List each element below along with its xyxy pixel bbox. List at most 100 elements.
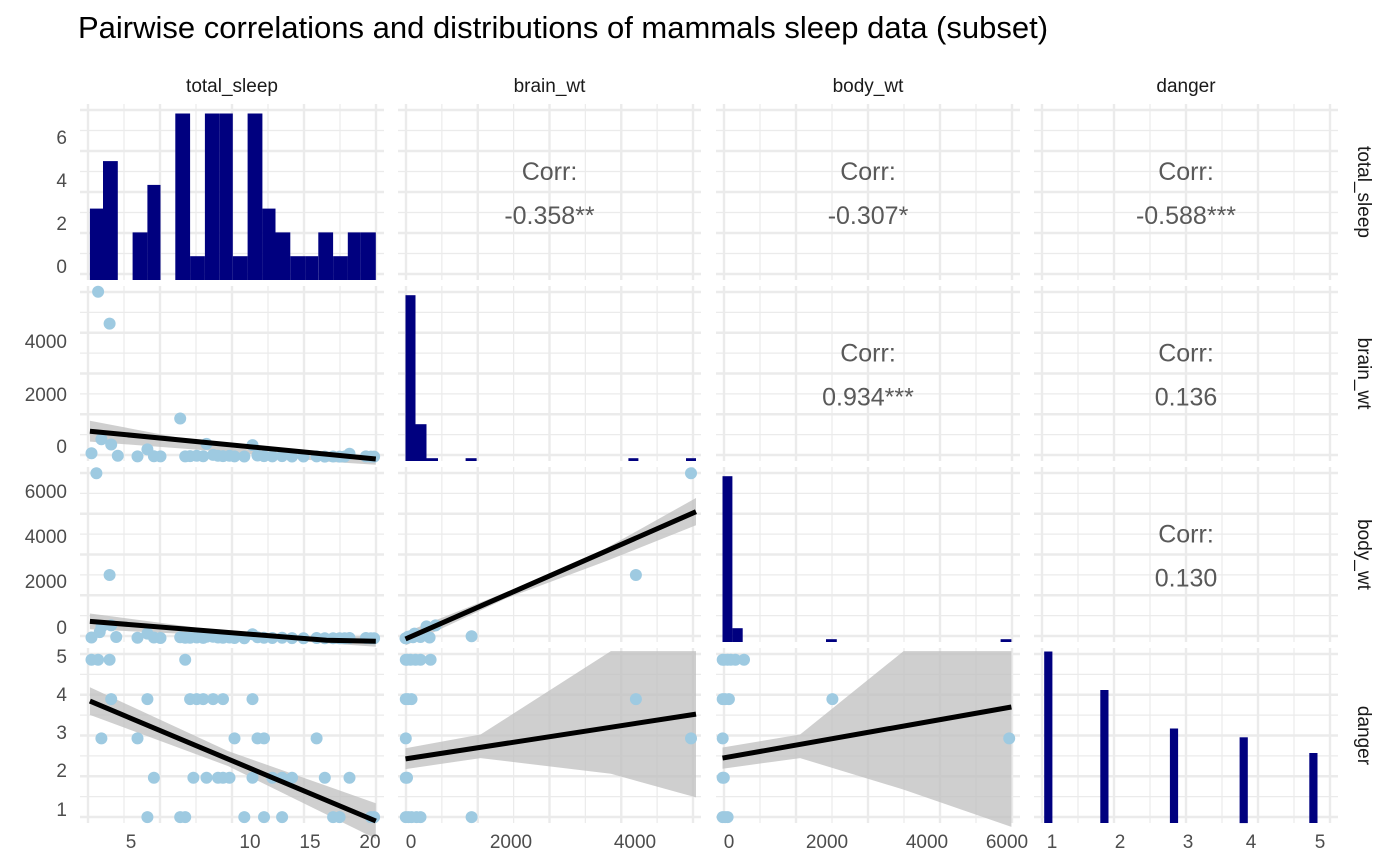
panel-grid-2-1 xyxy=(398,467,701,642)
panel-grid-1-3 xyxy=(1034,286,1338,461)
strip-right-danger: danger xyxy=(1353,706,1374,766)
data-point xyxy=(826,693,839,706)
data-point xyxy=(131,732,144,745)
data-point xyxy=(405,693,418,706)
panel-grid-1-1 xyxy=(398,286,701,461)
data-point xyxy=(179,811,192,824)
data-point xyxy=(685,467,697,480)
panel-grid-0-3 xyxy=(1034,104,1338,280)
data-point xyxy=(105,438,118,451)
data-point xyxy=(465,630,478,643)
data-point xyxy=(238,811,251,824)
x-tick-danger: 2 xyxy=(1115,832,1126,853)
histogram-total_sleep xyxy=(89,113,376,280)
histogram-bar xyxy=(1044,651,1053,823)
panel-grid-0-2 xyxy=(716,104,1020,280)
y-tick-brain_wt: 0 xyxy=(56,437,67,458)
confidence-band xyxy=(405,651,696,798)
corr-label-total_sleep-brain_wt: Corr: xyxy=(522,158,578,186)
y-tick-body_wt: 4000 xyxy=(25,527,67,548)
data-point xyxy=(738,653,750,666)
data-point xyxy=(424,653,437,666)
histogram-bar xyxy=(465,458,477,461)
data-point xyxy=(103,317,116,330)
histogram-body_wt xyxy=(722,476,1012,642)
data-point xyxy=(716,732,729,745)
data-point xyxy=(154,632,167,644)
y-tick-danger: 5 xyxy=(56,647,67,668)
histogram-brain_wt xyxy=(405,295,696,461)
fit-line xyxy=(405,711,697,762)
fit-line xyxy=(88,698,377,824)
data-point xyxy=(92,653,105,666)
corr-label-brain_wt-danger: Corr: xyxy=(1158,340,1214,368)
data-point xyxy=(685,732,697,745)
data-point xyxy=(414,811,427,824)
x-tick-total_sleep: 5 xyxy=(126,832,137,853)
data-point xyxy=(423,631,436,644)
histogram-bar xyxy=(175,113,191,280)
panel-grid-1-2 xyxy=(716,286,1020,461)
data-point xyxy=(141,693,154,706)
y-tick-body_wt: 2000 xyxy=(25,572,67,593)
histogram-bar xyxy=(1000,639,1012,642)
histogram-bar xyxy=(247,113,263,280)
histogram-bar xyxy=(1239,737,1248,824)
data-point xyxy=(223,771,236,784)
histogram-bar xyxy=(103,161,118,280)
histogram-bar xyxy=(347,232,361,280)
y-tick-total_sleep: 0 xyxy=(56,257,67,278)
data-point xyxy=(729,653,742,666)
x-tick-brain_wt: 4000 xyxy=(614,832,656,853)
x-tick-danger: 4 xyxy=(1246,832,1257,853)
histogram-bar xyxy=(219,113,233,280)
data-point xyxy=(721,811,734,824)
histogram-bar xyxy=(426,458,438,461)
histogram-bar xyxy=(1100,690,1109,823)
data-point xyxy=(92,285,105,298)
histogram-bar xyxy=(147,184,161,280)
scatter-danger-vs-total_sleep xyxy=(85,653,381,839)
x-tick-danger: 3 xyxy=(1183,832,1194,853)
fit-line xyxy=(404,509,698,642)
panel-grid-2-3 xyxy=(1034,467,1338,642)
histogram-bar xyxy=(290,256,306,280)
data-point xyxy=(228,450,241,463)
y-tick-brain_wt: 4000 xyxy=(25,332,67,353)
corr-value-total_sleep-body_wt: -0.307* xyxy=(828,202,909,230)
data-point xyxy=(154,450,167,463)
histogram-bar xyxy=(826,639,837,642)
strip-right-total_sleep: total_sleep xyxy=(1353,146,1374,238)
histogram-bar xyxy=(305,256,319,280)
histogram-bar xyxy=(190,256,205,280)
data-point xyxy=(717,771,730,784)
data-point xyxy=(103,569,116,581)
x-tick-body_wt: 4000 xyxy=(906,832,948,853)
data-point xyxy=(207,693,220,706)
x-tick-brain_wt: 0 xyxy=(406,832,417,853)
histogram-bar xyxy=(628,458,639,461)
histogram-bar xyxy=(275,232,291,280)
corr-value-body_wt-danger: 0.130 xyxy=(1155,565,1218,593)
data-point xyxy=(266,450,279,463)
data-point xyxy=(141,811,154,824)
corr-value-brain_wt-body_wt: 0.934*** xyxy=(822,384,914,412)
data-point xyxy=(85,447,98,460)
x-tick-body_wt: 6000 xyxy=(986,832,1028,853)
histogram-bar xyxy=(722,476,733,642)
data-point xyxy=(722,693,735,706)
y-tick-danger: 2 xyxy=(56,761,67,782)
histogram-bar xyxy=(204,113,220,280)
histogram-bar xyxy=(262,208,276,280)
data-point xyxy=(276,811,289,824)
data-point xyxy=(629,569,642,581)
corr-label-total_sleep-body_wt: Corr: xyxy=(840,158,896,186)
data-point xyxy=(286,771,298,784)
histogram-bar xyxy=(333,256,348,280)
data-point xyxy=(310,732,323,745)
data-point xyxy=(93,626,106,639)
corr-value-brain_wt-danger: 0.136 xyxy=(1155,384,1218,412)
scatter-brain_wt-vs-total_sleep xyxy=(85,285,381,465)
scatter-danger-vs-brain_wt xyxy=(399,651,697,824)
